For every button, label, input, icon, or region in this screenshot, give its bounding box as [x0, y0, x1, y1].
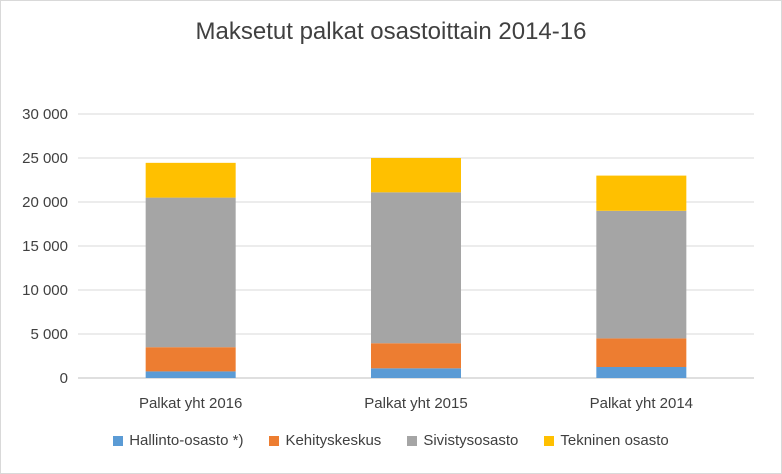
y-tick-label: 10 000 — [22, 282, 68, 299]
legend-label: Kehityskeskus — [285, 432, 382, 449]
y-tick-label: 0 — [60, 370, 68, 387]
bar-segment — [145, 197, 236, 348]
x-category-label: Palkat yht 2016 — [139, 395, 242, 412]
bar-segment — [596, 210, 687, 339]
legend-label: Hallinto-osasto *) — [129, 432, 244, 449]
bar-segment — [596, 338, 687, 367]
legend-item: Tekninen osasto — [544, 432, 669, 449]
y-tick-label: 5 000 — [30, 326, 68, 343]
bar-segment — [371, 343, 461, 369]
bar-segment — [596, 175, 687, 211]
legend-label: Tekninen osasto — [560, 432, 669, 449]
bar-segment — [371, 158, 461, 193]
legend-item: Hallinto-osasto *) — [113, 432, 243, 449]
legend-swatch — [113, 435, 124, 446]
bar-segment — [371, 192, 461, 344]
legend-swatch — [269, 435, 280, 446]
x-category-label: Palkat yht 2015 — [364, 395, 467, 412]
legend-swatch — [544, 435, 555, 446]
y-tick-label: 30 000 — [22, 106, 68, 123]
bar-segment — [145, 162, 236, 198]
y-tick-label: 15 000 — [22, 238, 68, 255]
legend-swatch — [407, 435, 418, 446]
chart-title: Maksetut palkat osastoittain 2014-16 — [195, 18, 587, 45]
bar-segment — [145, 371, 236, 378]
legend-label: Sivistysosasto — [423, 432, 519, 449]
y-tick-label: 20 000 — [22, 194, 68, 211]
bar-segment — [371, 368, 461, 378]
chart-legend: Hallinto-osasto *) Kehityskeskus Sivistyso… — [0, 432, 782, 449]
bar-segment — [596, 367, 687, 378]
y-tick-label: 25 000 — [22, 150, 68, 167]
bar-segment — [145, 347, 236, 372]
x-category-label: Palkat yht 2014 — [590, 395, 693, 412]
legend-item: Kehityskeskus — [269, 432, 381, 449]
legend-item: Sivistysosasto — [407, 432, 518, 449]
